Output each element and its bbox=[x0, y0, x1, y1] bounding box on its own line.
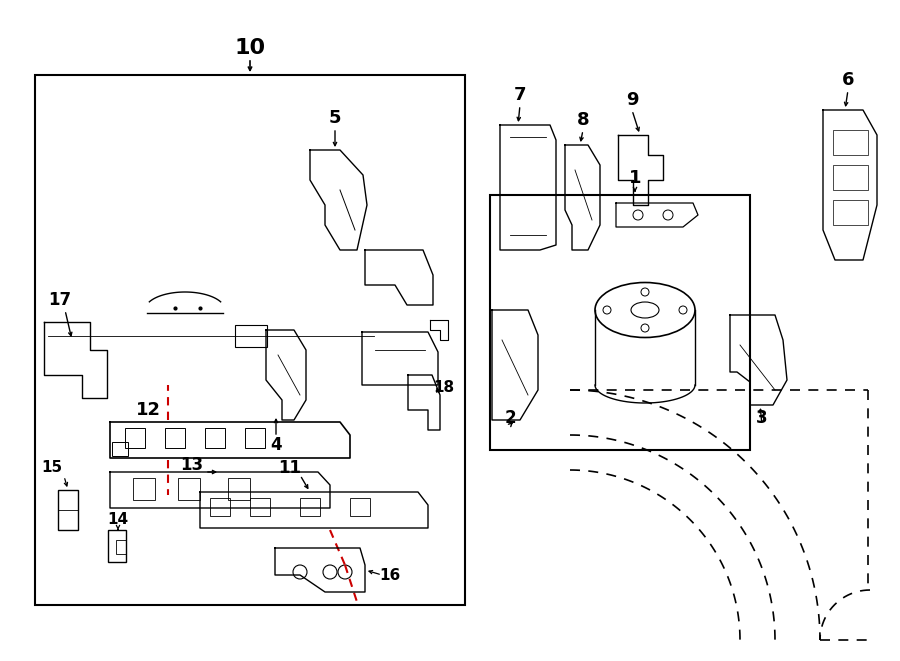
Bar bbox=[235, 325, 267, 347]
Text: 5: 5 bbox=[328, 109, 341, 127]
Text: 9: 9 bbox=[626, 91, 638, 109]
Bar bbox=[58, 490, 78, 530]
Text: 17: 17 bbox=[49, 291, 72, 309]
Text: 18: 18 bbox=[434, 381, 454, 395]
Bar bbox=[300, 498, 320, 516]
Bar bbox=[245, 428, 265, 448]
Bar bbox=[350, 498, 370, 516]
Bar bbox=[833, 165, 868, 190]
Bar bbox=[490, 195, 750, 450]
Bar bbox=[125, 428, 145, 448]
Text: 6: 6 bbox=[842, 71, 854, 89]
Text: 8: 8 bbox=[577, 111, 590, 129]
Bar bbox=[116, 540, 126, 554]
Bar bbox=[178, 478, 200, 500]
Text: 11: 11 bbox=[278, 459, 302, 477]
Bar bbox=[108, 530, 126, 562]
Text: 14: 14 bbox=[107, 512, 129, 527]
Text: 12: 12 bbox=[136, 401, 160, 419]
Text: 3: 3 bbox=[756, 409, 768, 427]
Text: 13: 13 bbox=[180, 456, 203, 474]
Bar bbox=[205, 428, 225, 448]
Bar bbox=[210, 498, 230, 516]
Text: 7: 7 bbox=[514, 86, 526, 104]
Text: 15: 15 bbox=[41, 461, 63, 475]
Text: 16: 16 bbox=[380, 568, 400, 582]
Bar bbox=[133, 478, 155, 500]
Bar bbox=[228, 478, 250, 500]
Text: 2: 2 bbox=[504, 409, 516, 427]
Text: 4: 4 bbox=[270, 436, 282, 454]
Bar bbox=[35, 75, 465, 605]
Bar bbox=[165, 428, 185, 448]
Bar bbox=[112, 442, 128, 456]
Bar bbox=[250, 498, 270, 516]
Text: 1: 1 bbox=[629, 169, 641, 187]
Bar bbox=[833, 200, 868, 225]
Bar bbox=[833, 130, 868, 155]
Text: 10: 10 bbox=[234, 38, 266, 58]
